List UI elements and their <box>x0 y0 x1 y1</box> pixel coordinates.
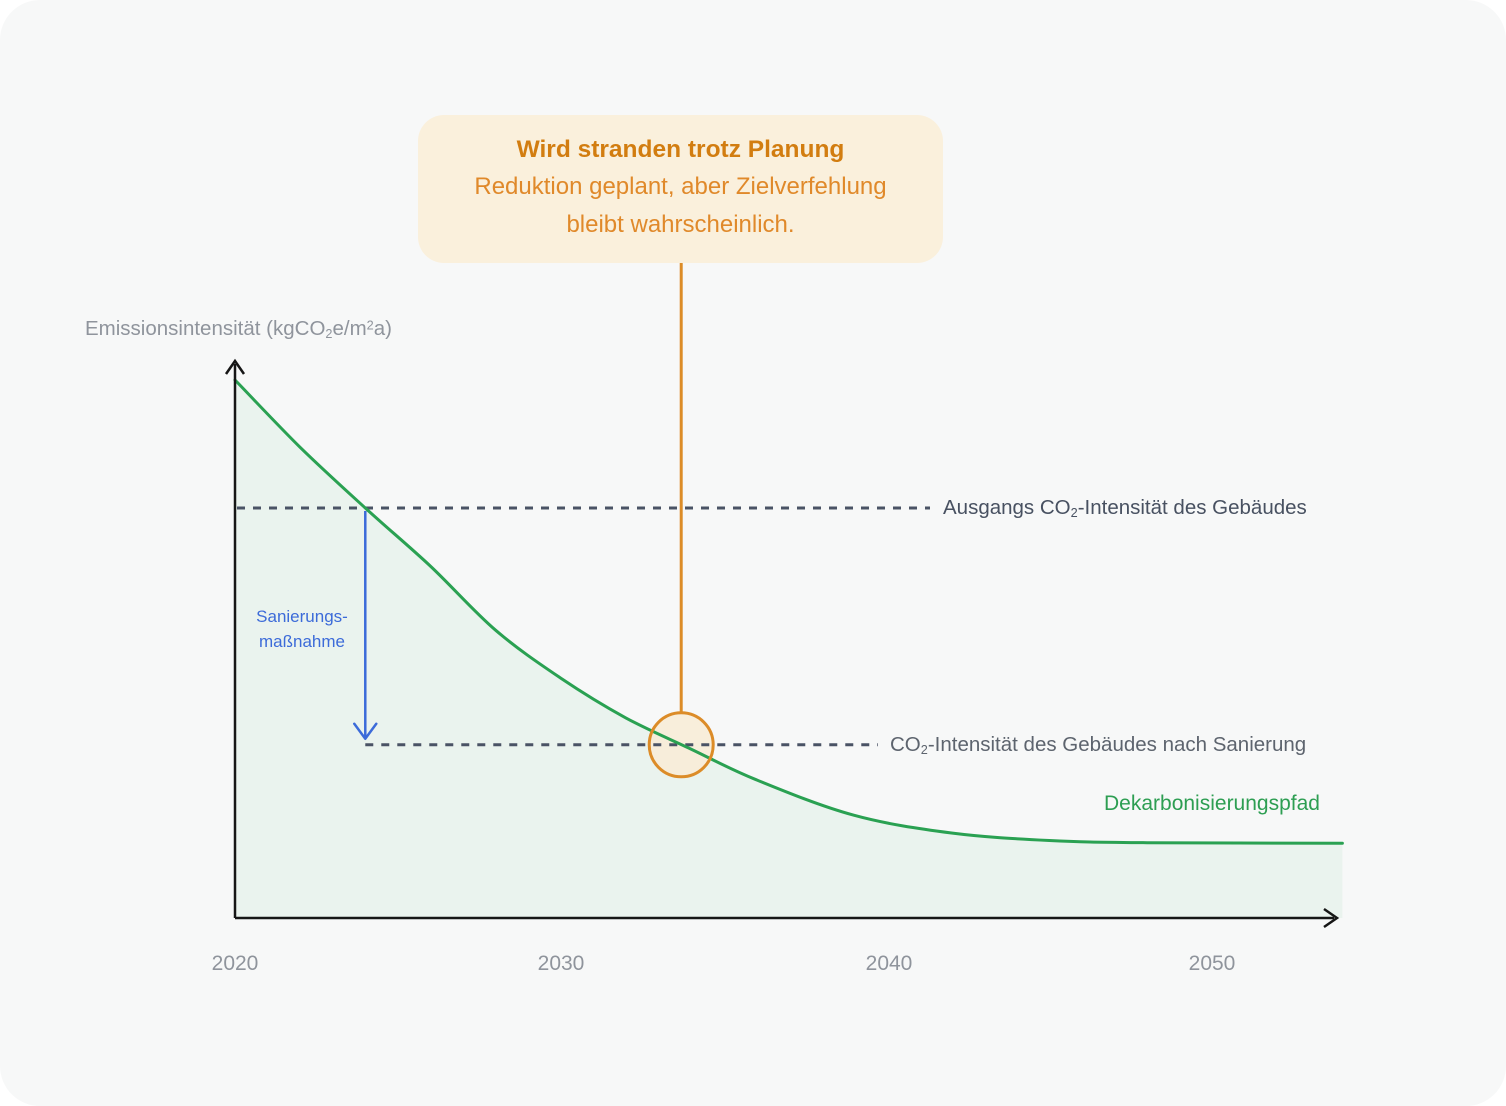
callout-bubble: Wird stranden trotz Planung Reduktion ge… <box>418 115 943 263</box>
stranding-circle <box>647 711 715 779</box>
x-tick-2020: 2020 <box>211 952 259 975</box>
renovation-arrow-head-icon <box>353 722 378 741</box>
x-tick-2050: 2050 <box>1188 952 1236 975</box>
y-axis-title: Emissionsintensität (kgCO2e/m2a) <box>85 317 392 341</box>
label-initial-intensity: Ausgangs CO2-Intensität des Gebäudes <box>943 496 1307 520</box>
label-renovation-measure: Sanierungs- maßnahme <box>256 607 348 651</box>
y-axis-arrow-icon <box>224 358 246 375</box>
callout-title: Wird stranden trotz Planung <box>516 135 845 163</box>
x-tick-2040: 2040 <box>865 952 913 975</box>
callout-body-line1: Reduktion geplant, aber Zielverfehlung <box>474 172 887 200</box>
decarbonization-curve <box>233 378 1344 845</box>
callout-body-line2: bleibt wahrscheinlich. <box>566 210 795 238</box>
label-post-renovation-intensity: CO2-Intensität des Gebäudes nach Sanieru… <box>890 733 1307 757</box>
x-axis-arrow-icon <box>1323 907 1340 929</box>
decarbonization-area <box>235 380 1343 918</box>
label-decarbonization-path: Dekarbonisierungspfad <box>1104 792 1320 815</box>
x-tick-2030: 2030 <box>537 952 585 975</box>
